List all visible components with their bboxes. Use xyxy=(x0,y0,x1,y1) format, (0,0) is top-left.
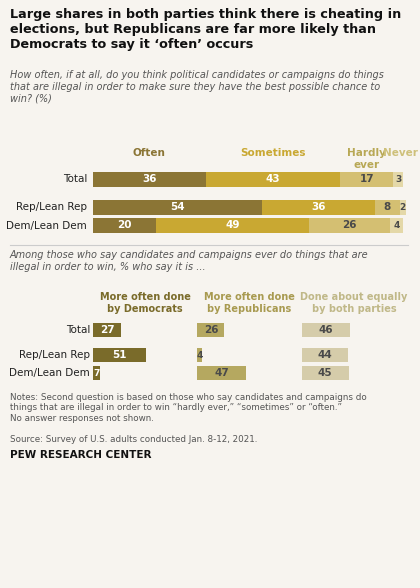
Text: 49: 49 xyxy=(225,220,239,230)
Text: How often, if at all, do you think political candidates or campaigns do things
t: How often, if at all, do you think polit… xyxy=(10,70,384,103)
Bar xyxy=(390,218,403,233)
Text: 51: 51 xyxy=(113,350,127,360)
Text: Hardly
ever: Hardly ever xyxy=(347,148,386,169)
Text: Never: Never xyxy=(383,148,417,158)
Text: 27: 27 xyxy=(100,325,114,335)
Text: Rep/Lean Rep: Rep/Lean Rep xyxy=(16,202,87,212)
Bar xyxy=(93,323,121,337)
Text: 8: 8 xyxy=(383,202,391,212)
Text: Sometimes: Sometimes xyxy=(240,148,306,158)
Bar xyxy=(302,366,349,380)
Text: 46: 46 xyxy=(318,325,333,335)
Text: 43: 43 xyxy=(266,175,280,185)
Text: 2: 2 xyxy=(400,203,406,212)
Bar xyxy=(197,348,202,362)
Text: Done about equally
by both parties: Done about equally by both parties xyxy=(300,292,407,313)
Text: 44: 44 xyxy=(317,350,332,360)
Text: 36: 36 xyxy=(142,175,157,185)
Text: 26: 26 xyxy=(204,325,218,335)
Bar xyxy=(400,200,406,215)
Text: 47: 47 xyxy=(215,368,229,378)
Bar xyxy=(197,366,247,380)
Text: Dem/Lean Dem: Dem/Lean Dem xyxy=(9,368,90,378)
Text: Rep/Lean Rep: Rep/Lean Rep xyxy=(19,350,90,360)
Bar xyxy=(309,218,390,233)
Text: Source: Survey of U.S. adults conducted Jan. 8-12, 2021.: Source: Survey of U.S. adults conducted … xyxy=(10,435,257,444)
Bar xyxy=(375,200,400,215)
Bar xyxy=(340,172,394,187)
Text: Dem/Lean Dem: Dem/Lean Dem xyxy=(6,220,87,230)
Text: Total: Total xyxy=(63,175,87,185)
Text: 20: 20 xyxy=(117,220,131,230)
Bar xyxy=(93,172,206,187)
Text: 45: 45 xyxy=(318,368,333,378)
Bar xyxy=(93,218,155,233)
Text: Among those who say candidates and campaigns ever do things that are
illegal in : Among those who say candidates and campa… xyxy=(10,250,369,272)
Text: Large shares in both parties think there is cheating in
elections, but Republica: Large shares in both parties think there… xyxy=(10,8,401,51)
Bar xyxy=(93,366,100,380)
Text: 36: 36 xyxy=(311,202,326,212)
Bar xyxy=(394,172,403,187)
Text: 54: 54 xyxy=(170,202,185,212)
Text: 3: 3 xyxy=(395,175,401,184)
Text: More often done
by Democrats: More often done by Democrats xyxy=(100,292,191,313)
Text: Notes: Second question is based on those who say candidates and campaigns do
thi: Notes: Second question is based on those… xyxy=(10,393,367,423)
Bar xyxy=(262,200,375,215)
Bar xyxy=(155,218,309,233)
Text: More often done
by Republicans: More often done by Republicans xyxy=(204,292,295,313)
Bar xyxy=(93,200,262,215)
Text: 17: 17 xyxy=(360,175,374,185)
Bar xyxy=(302,323,350,337)
Bar xyxy=(206,172,340,187)
Text: Often: Often xyxy=(133,148,166,158)
Bar xyxy=(93,348,146,362)
Bar xyxy=(302,348,348,362)
Text: 4: 4 xyxy=(196,350,202,359)
Text: 4: 4 xyxy=(394,221,400,230)
Text: 7: 7 xyxy=(94,369,100,377)
Text: PEW RESEARCH CENTER: PEW RESEARCH CENTER xyxy=(10,450,152,460)
Text: Total: Total xyxy=(66,325,90,335)
Text: 26: 26 xyxy=(342,220,357,230)
Bar xyxy=(197,323,224,337)
